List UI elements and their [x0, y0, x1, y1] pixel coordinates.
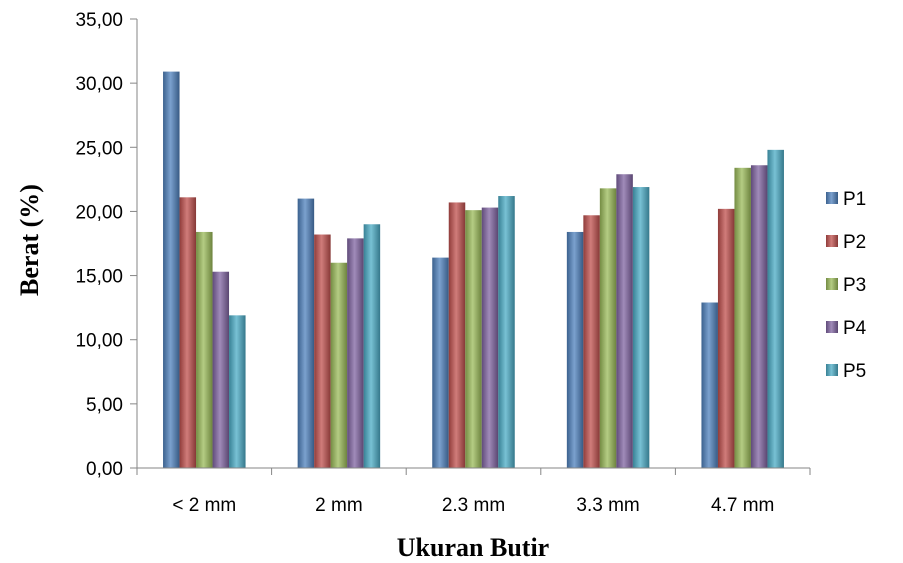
y-tick-label: 0,00 [86, 459, 123, 480]
bar-p2-1 [314, 234, 331, 468]
bar-p3-4 [734, 167, 751, 468]
x-axis-ticks: < 2 mm 2 mm 2.3 mm 3.3 mm 4.7 mm [136, 468, 811, 516]
y-tick-label: 30,00 [75, 74, 123, 95]
legend-label-p3: P3 [843, 275, 866, 296]
bar-p5-4 [767, 149, 784, 468]
bar-p3-1 [330, 262, 348, 468]
bar-p4-3 [616, 174, 633, 469]
bar-p4-0 [212, 271, 230, 468]
bar-p1-1 [297, 198, 315, 468]
bar-p2-2 [448, 202, 466, 468]
legend-swatch-p1 [826, 192, 838, 204]
x-tick-label: 2.3 mm [442, 495, 505, 516]
legend: P1 P2 P3 P4 P5 [826, 189, 867, 382]
y-tick-label: 5,00 [86, 395, 123, 416]
x-tick-label: 3.3 mm [576, 495, 639, 516]
y-tick-label: 35,00 [75, 10, 123, 31]
legend-swatch-p3 [826, 278, 838, 290]
legend-label-p5: P5 [843, 361, 866, 382]
bar-p4-2 [481, 207, 499, 468]
bars [163, 71, 784, 469]
bar-p4-4 [750, 165, 768, 468]
bar-p1-0 [163, 71, 180, 468]
bar-p2-4 [717, 208, 735, 469]
legend-swatch-p5 [826, 364, 838, 376]
y-axis-title: Berat (%) [15, 184, 44, 296]
bar-p3-2 [465, 210, 482, 468]
legend-label-p2: P2 [843, 232, 866, 253]
y-tick-label: 10,00 [75, 331, 123, 352]
bar-p2-3 [583, 215, 600, 468]
legend-label-p1: P1 [843, 189, 866, 210]
bar-p2-0 [179, 197, 197, 468]
bar-p4-1 [347, 238, 364, 468]
bar-p5-0 [229, 315, 246, 468]
y-tick-label: 25,00 [75, 138, 123, 159]
bar-p5-1 [363, 224, 381, 468]
legend-swatch-p4 [826, 321, 838, 333]
bar-p3-0 [196, 231, 213, 468]
bar-p3-3 [599, 188, 617, 468]
legend-label-p4: P4 [843, 318, 867, 339]
bar-p1-4 [701, 302, 718, 468]
axes [136, 19, 810, 469]
legend-swatch-p2 [826, 235, 838, 247]
x-tick-label: 4.7 mm [711, 495, 774, 516]
x-axis-title: Ukuran Butir [397, 533, 549, 562]
x-tick-label: 2 mm [315, 495, 363, 516]
bar-p5-2 [498, 196, 515, 468]
y-tick-label: 20,00 [75, 202, 123, 223]
bar-p1-2 [432, 257, 449, 468]
y-axis-ticks: 0,00 5,00 10,00 15,00 20,00 25,00 30,00 35,00 [75, 10, 137, 480]
x-tick-label: < 2 mm [172, 495, 236, 516]
bar-p5-3 [632, 187, 650, 469]
bar-p1-3 [566, 231, 584, 468]
y-tick-label: 15,00 [75, 267, 123, 288]
